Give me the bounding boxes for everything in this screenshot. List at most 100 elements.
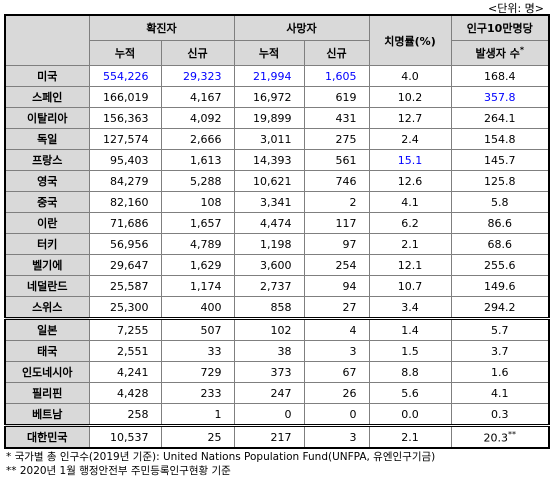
table-row: 필리핀 4,428 233 247 26 5.6 4.1 bbox=[4, 382, 550, 404]
cell-value: 5.8 bbox=[491, 195, 509, 209]
data-cell: 20.3** bbox=[450, 424, 550, 449]
cell-value: 94 bbox=[342, 279, 357, 293]
cell-value: 3 bbox=[349, 430, 357, 444]
data-cell: 127,574 bbox=[88, 128, 162, 150]
data-cell: 254 bbox=[303, 254, 370, 276]
cell-value: 1,657 bbox=[190, 216, 222, 230]
cell-value: 3,341 bbox=[260, 195, 292, 209]
footnote: * 국가별 총 인구수(2019년 기준): United Nations Po… bbox=[6, 451, 436, 463]
table-row: 중국 82,160 108 3,341 2 4.1 5.8 bbox=[4, 191, 550, 213]
header-confirmed: 확진자 bbox=[88, 14, 235, 41]
data-cell: 2.4 bbox=[368, 128, 452, 150]
data-cell: 294.2 bbox=[450, 296, 550, 319]
footnote-mark: * bbox=[519, 45, 524, 55]
data-cell: 3 bbox=[303, 340, 370, 362]
cell-value: 16,972 bbox=[253, 90, 292, 104]
data-cell: 5.6 bbox=[368, 382, 452, 404]
cell-value: 1.5 bbox=[401, 344, 419, 358]
country-name: 벨기에 bbox=[4, 254, 90, 276]
cell-value: 4,474 bbox=[260, 216, 292, 230]
data-cell: 431 bbox=[303, 107, 370, 129]
cell-value: 400 bbox=[200, 300, 222, 314]
cell-value: 4.0 bbox=[401, 69, 419, 83]
table-row: 이탈리아 156,363 4,092 19,899 431 12.7 264.1 bbox=[4, 107, 550, 129]
data-table: 확진자 사망자 치명률(%) 인구10만명당 누적 신규 누적 신규 발생자 수… bbox=[4, 14, 550, 449]
cell-value: 1.6 bbox=[491, 365, 509, 379]
data-cell: 3.7 bbox=[450, 340, 550, 362]
data-cell: 1,613 bbox=[160, 149, 235, 171]
cell-value: 264.1 bbox=[484, 111, 516, 125]
table-row: 베트남 258 1 0 0 0.0 0.3 bbox=[4, 403, 550, 426]
cell-value: 247 bbox=[270, 386, 292, 400]
data-cell: 3 bbox=[303, 424, 370, 449]
cell-value: 14,393 bbox=[253, 153, 292, 167]
footnotes: * 국가별 총 인구수(2019년 기준): United Nations Po… bbox=[6, 450, 435, 478]
table-row: 영국 84,279 5,288 10,621 746 12.6 125.8 bbox=[4, 170, 550, 192]
cell-value: 102 bbox=[270, 323, 292, 337]
data-cell: 67 bbox=[303, 361, 370, 383]
country-name: 중국 bbox=[4, 191, 90, 213]
cell-value: 746 bbox=[335, 174, 357, 188]
data-cell: 117 bbox=[303, 212, 370, 234]
data-cell: 3,341 bbox=[233, 191, 305, 213]
cell-value: 15.1 bbox=[397, 153, 423, 167]
cell-value: 3.4 bbox=[401, 300, 419, 314]
data-cell: 38 bbox=[233, 340, 305, 362]
table-row: 스페인 166,019 4,167 16,972 619 10.2 357.8 bbox=[4, 86, 550, 108]
data-cell: 84,279 bbox=[88, 170, 162, 192]
data-cell: 149.6 bbox=[450, 275, 550, 297]
data-cell: 125.8 bbox=[450, 170, 550, 192]
country-name: 대한민국 bbox=[4, 424, 90, 449]
table-body: 미국 554,226 29,323 21,994 1,605 4.0 168.4 스페인 166… bbox=[4, 65, 550, 449]
cell-value: 3,600 bbox=[260, 258, 292, 272]
country-name: 필리핀 bbox=[4, 382, 90, 404]
cell-value: 154.8 bbox=[484, 132, 516, 146]
data-cell: 561 bbox=[303, 149, 370, 171]
data-cell: 156,363 bbox=[88, 107, 162, 129]
cell-value: 10.7 bbox=[397, 279, 423, 293]
cell-value: 8.8 bbox=[401, 365, 419, 379]
cell-value: 1,174 bbox=[190, 279, 222, 293]
data-cell: 4.1 bbox=[368, 191, 452, 213]
data-cell: 0 bbox=[303, 403, 370, 426]
data-cell: 4,474 bbox=[233, 212, 305, 234]
cell-value: 233 bbox=[200, 386, 222, 400]
cell-value: 82,160 bbox=[110, 195, 149, 209]
data-cell: 97 bbox=[303, 233, 370, 255]
data-cell: 56,956 bbox=[88, 233, 162, 255]
cell-value: 258 bbox=[127, 407, 149, 421]
country-name: 인도네시아 bbox=[4, 361, 90, 383]
header-per100k: 발생자 수* bbox=[450, 40, 550, 66]
data-cell: 233 bbox=[160, 382, 235, 404]
cell-value: 117 bbox=[335, 216, 357, 230]
table-row: 벨기에 29,647 1,629 3,600 254 12.1 255.6 bbox=[4, 254, 550, 276]
country-name: 일본 bbox=[4, 317, 90, 341]
cell-value: 10.2 bbox=[397, 90, 423, 104]
country-name: 미국 bbox=[4, 65, 90, 87]
data-cell: 4.1 bbox=[450, 382, 550, 404]
data-cell: 26 bbox=[303, 382, 370, 404]
cell-value: 2 bbox=[349, 195, 357, 209]
cell-value: 4,167 bbox=[190, 90, 222, 104]
table-row: 네덜란드 25,587 1,174 2,737 94 10.7 149.6 bbox=[4, 275, 550, 297]
cell-value: 125.8 bbox=[484, 174, 516, 188]
cell-value: 858 bbox=[270, 300, 292, 314]
data-cell: 154.8 bbox=[450, 128, 550, 150]
cell-value: 166,019 bbox=[103, 90, 149, 104]
country-name: 프랑스 bbox=[4, 149, 90, 171]
cell-value: 2,551 bbox=[117, 344, 149, 358]
cell-value: 254 bbox=[335, 258, 357, 272]
cell-value: 0 bbox=[349, 407, 357, 421]
cell-value: 71,686 bbox=[110, 216, 149, 230]
data-cell: 1,657 bbox=[160, 212, 235, 234]
data-cell: 33 bbox=[160, 340, 235, 362]
header-cumulative: 누적 bbox=[88, 40, 162, 66]
data-cell: 86.6 bbox=[450, 212, 550, 234]
data-cell: 3,600 bbox=[233, 254, 305, 276]
cell-value: 10,621 bbox=[253, 174, 292, 188]
data-cell: 25 bbox=[160, 424, 235, 449]
cell-value: 4 bbox=[349, 323, 357, 337]
data-cell: 82,160 bbox=[88, 191, 162, 213]
data-cell: 264.1 bbox=[450, 107, 550, 129]
